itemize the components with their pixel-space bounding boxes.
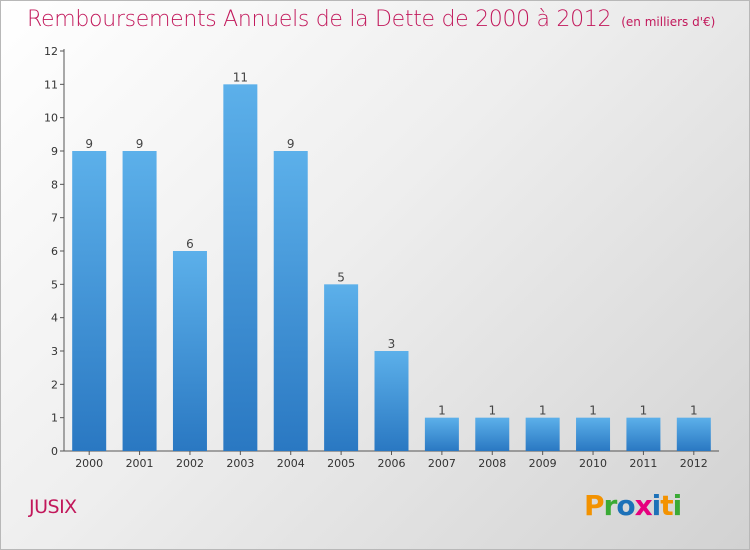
data-label: 1 bbox=[589, 404, 597, 418]
y-tick-label: 9 bbox=[51, 145, 58, 158]
x-tick-label: 2011 bbox=[629, 457, 657, 470]
y-tick-label: 6 bbox=[51, 245, 58, 258]
title-text: Remboursements Annuels de la Dette de 20… bbox=[27, 7, 612, 32]
bar bbox=[273, 151, 308, 451]
data-label: 11 bbox=[233, 70, 248, 84]
data-label: 1 bbox=[438, 404, 446, 418]
y-tick-label: 4 bbox=[51, 312, 58, 325]
x-tick-label: 2006 bbox=[378, 457, 406, 470]
data-label: 6 bbox=[186, 237, 194, 251]
logo-letter: i bbox=[651, 489, 662, 522]
logo-letter: i bbox=[672, 489, 683, 522]
bar bbox=[374, 351, 409, 451]
bar bbox=[475, 417, 510, 451]
data-label: 1 bbox=[690, 404, 698, 418]
y-tick-label: 5 bbox=[51, 278, 58, 291]
unit-label: (en milliers d'€) bbox=[621, 15, 716, 29]
y-tick-label: 3 bbox=[51, 345, 58, 358]
bar bbox=[72, 151, 107, 451]
data-label: 9 bbox=[287, 137, 295, 151]
y-tick-label: 0 bbox=[51, 445, 58, 458]
logo-letter: t bbox=[660, 489, 673, 522]
data-label: 1 bbox=[488, 404, 496, 418]
y-tick-label: 7 bbox=[51, 212, 58, 225]
bar bbox=[223, 84, 258, 451]
logo-letter: x bbox=[634, 489, 653, 522]
bar bbox=[324, 284, 359, 451]
data-label: 1 bbox=[539, 404, 547, 418]
x-tick-label: 2009 bbox=[529, 457, 557, 470]
y-tick-label: 2 bbox=[51, 378, 58, 391]
bar bbox=[576, 417, 611, 451]
y-tick-label: 1 bbox=[51, 412, 58, 425]
y-tick-label: 12 bbox=[44, 45, 58, 58]
x-tick-label: 2004 bbox=[277, 457, 305, 470]
chart-title: Remboursements Annuels de la Dette de 20… bbox=[27, 7, 715, 32]
bar bbox=[424, 417, 459, 451]
y-tick-label: 11 bbox=[44, 78, 58, 91]
x-tick-label: 2000 bbox=[75, 457, 103, 470]
x-tick-label: 2005 bbox=[327, 457, 355, 470]
data-label: 5 bbox=[337, 270, 345, 284]
x-tick-label: 2008 bbox=[478, 457, 506, 470]
logo-letter: r bbox=[603, 489, 618, 522]
data-label: 9 bbox=[85, 137, 93, 151]
data-label: 1 bbox=[640, 404, 648, 418]
x-tick-label: 2007 bbox=[428, 457, 456, 470]
x-tick-label: 2002 bbox=[176, 457, 204, 470]
logo-letter: o bbox=[616, 489, 635, 522]
x-tick-label: 2003 bbox=[226, 457, 254, 470]
bar bbox=[122, 151, 157, 451]
data-label: 9 bbox=[136, 137, 144, 151]
bar bbox=[626, 417, 661, 451]
bar bbox=[172, 251, 207, 451]
proxiti-logo: Proxiti bbox=[584, 489, 683, 522]
logo-letter: P bbox=[584, 489, 605, 522]
x-tick-label: 2010 bbox=[579, 457, 607, 470]
y-tick-label: 10 bbox=[44, 112, 58, 125]
x-tick-label: 2001 bbox=[126, 457, 154, 470]
x-tick-label: 2012 bbox=[680, 457, 708, 470]
bar bbox=[525, 417, 560, 451]
commune-name: JUSIX bbox=[29, 496, 77, 518]
y-tick-label: 8 bbox=[51, 178, 58, 191]
bar bbox=[676, 417, 711, 451]
data-label: 3 bbox=[388, 337, 396, 351]
